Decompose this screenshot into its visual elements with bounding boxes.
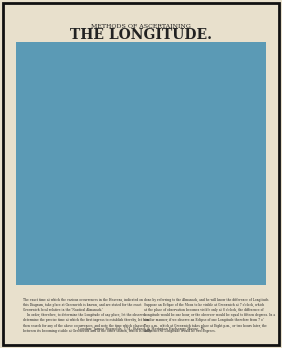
Text: done by referring to the Almanack, and he will know the difference of Longitude.: done by referring to the Almanack, and h… bbox=[144, 298, 275, 333]
Polygon shape bbox=[12, 109, 218, 233]
Text: The exact time at which the various occurrences in the Heavens, indicated on
thi: The exact time at which the various occu… bbox=[23, 298, 151, 333]
Circle shape bbox=[169, 222, 173, 226]
Text: THE LONGITUDE.: THE LONGITUDE. bbox=[70, 28, 212, 42]
Text: MOON: MOON bbox=[107, 115, 121, 119]
Text: ECLIPSE OF SUN OR THE OCCULTATION: ECLIPSE OF SUN OR THE OCCULTATION bbox=[99, 215, 160, 246]
Polygon shape bbox=[12, 165, 124, 233]
Circle shape bbox=[150, 151, 158, 159]
Text: OCCULTATION OF A STAR BY THE MOON: OCCULTATION OF A STAR BY THE MOON bbox=[125, 186, 186, 218]
Circle shape bbox=[114, 130, 122, 138]
Circle shape bbox=[187, 107, 229, 148]
Circle shape bbox=[135, 208, 143, 216]
Circle shape bbox=[106, 164, 130, 188]
Text: London: James Reynolds, 174, Strand; & Hampton Exchange House, W.: London: James Reynolds, 174, Strand; & H… bbox=[78, 327, 204, 331]
Text: METHODS OF ASCERTAINING: METHODS OF ASCERTAINING bbox=[91, 24, 191, 29]
Circle shape bbox=[78, 151, 86, 159]
Circle shape bbox=[94, 208, 102, 216]
Circle shape bbox=[109, 166, 120, 177]
Text: MOON VISIBLE FROM A CERTAIN STAR-ING: MOON VISIBLE FROM A CERTAIN STAR-ING bbox=[63, 127, 117, 167]
Polygon shape bbox=[117, 110, 217, 178]
Text: SUN: SUN bbox=[201, 125, 215, 130]
